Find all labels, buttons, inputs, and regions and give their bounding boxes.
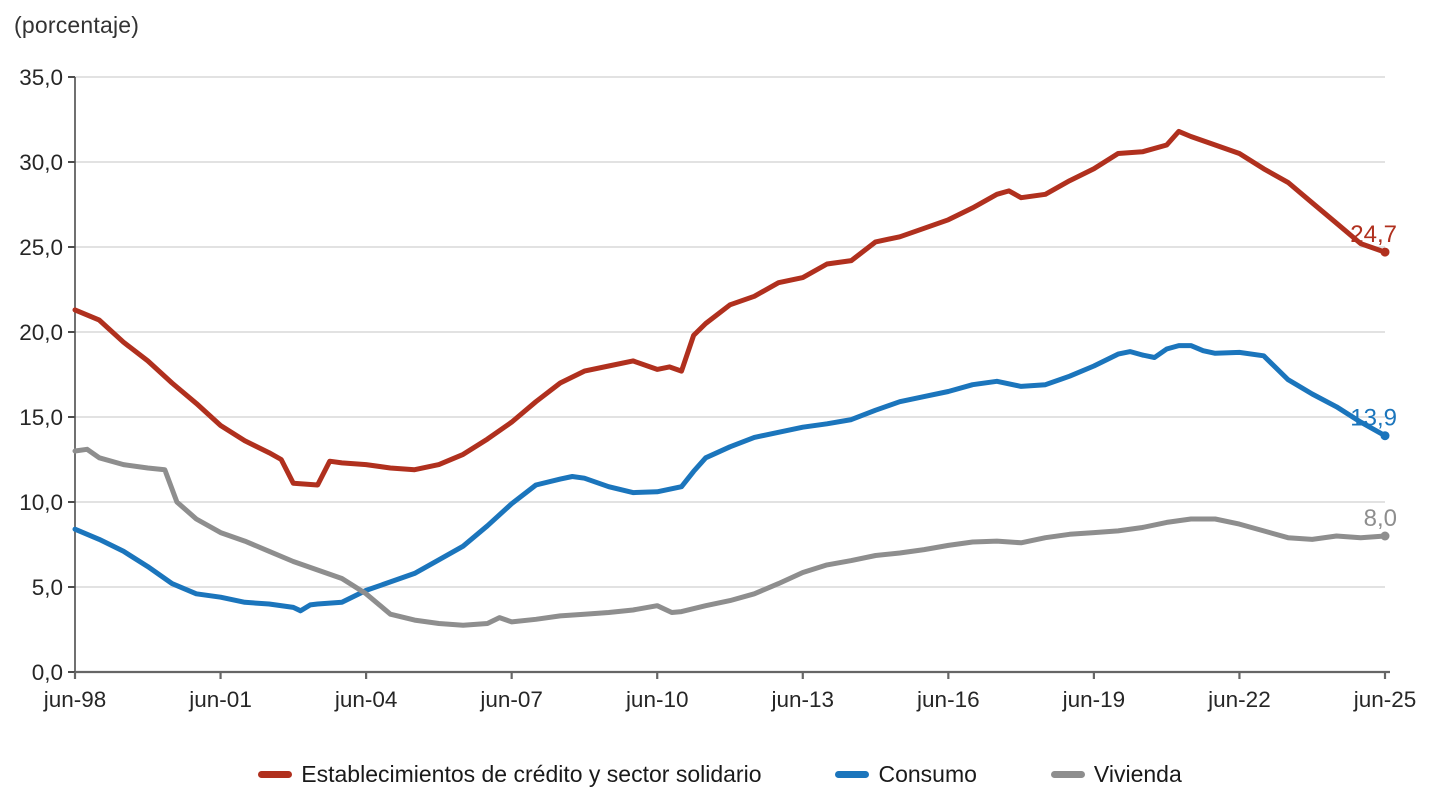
y-tick-label: 20,0 [19, 320, 63, 345]
x-tick-label: jun-04 [334, 687, 398, 712]
series-line [72, 446, 1388, 628]
series-end-label: 8,0 [1364, 505, 1397, 532]
legend-label: Vivienda [1093, 761, 1182, 787]
y-tick-label: 30,0 [19, 150, 63, 175]
series-end-dot [1380, 431, 1390, 441]
series-end-label: 24,7 [1350, 221, 1397, 248]
series-line [72, 343, 1388, 614]
x-tick-label: jun-19 [1062, 687, 1126, 712]
legend-swatch-icon [1050, 771, 1085, 778]
x-tick-label: jun-01 [188, 687, 252, 712]
series-end-dot [1380, 531, 1390, 541]
x-tick-label: jun-16 [916, 687, 980, 712]
y-tick-label: 35,0 [19, 65, 63, 90]
series-line [72, 128, 1388, 488]
legend: Establecimientos de crédito y sector sol… [0, 761, 1440, 788]
x-tick-label: jun-25 [1353, 687, 1417, 712]
series-end-dot [1380, 247, 1390, 257]
legend-item: Consumo [835, 761, 977, 788]
legend-label: Consumo [878, 761, 977, 787]
y-tick-label: 5,0 [32, 575, 63, 600]
y-tick-label: 15,0 [19, 405, 63, 430]
chart-title: (porcentaje) [14, 12, 140, 38]
y-tick-label: 25,0 [19, 235, 63, 260]
x-tick-label: jun-98 [43, 687, 107, 712]
x-tick-label: jun-10 [625, 687, 689, 712]
legend-item: Vivienda [1050, 761, 1182, 788]
x-tick-label: jun-13 [771, 687, 835, 712]
y-tick-label: 0,0 [32, 660, 63, 685]
series-end-label: 13,9 [1350, 405, 1397, 432]
legend-swatch-icon [258, 771, 293, 778]
x-tick-label: jun-07 [479, 687, 543, 712]
line-chart: 0,0 5,0 10,0 15,0 20,0 25,0 30,0 35,0 jun-98 jun-… [19, 65, 1417, 712]
legend-swatch-icon [835, 771, 870, 778]
x-tick-label: jun-22 [1207, 687, 1271, 712]
y-tick-label: 10,0 [19, 490, 63, 515]
legend-item: Establecimientos de crédito y sector sol… [258, 761, 761, 788]
legend-label: Establecimientos de crédito y sector sol… [301, 761, 762, 787]
